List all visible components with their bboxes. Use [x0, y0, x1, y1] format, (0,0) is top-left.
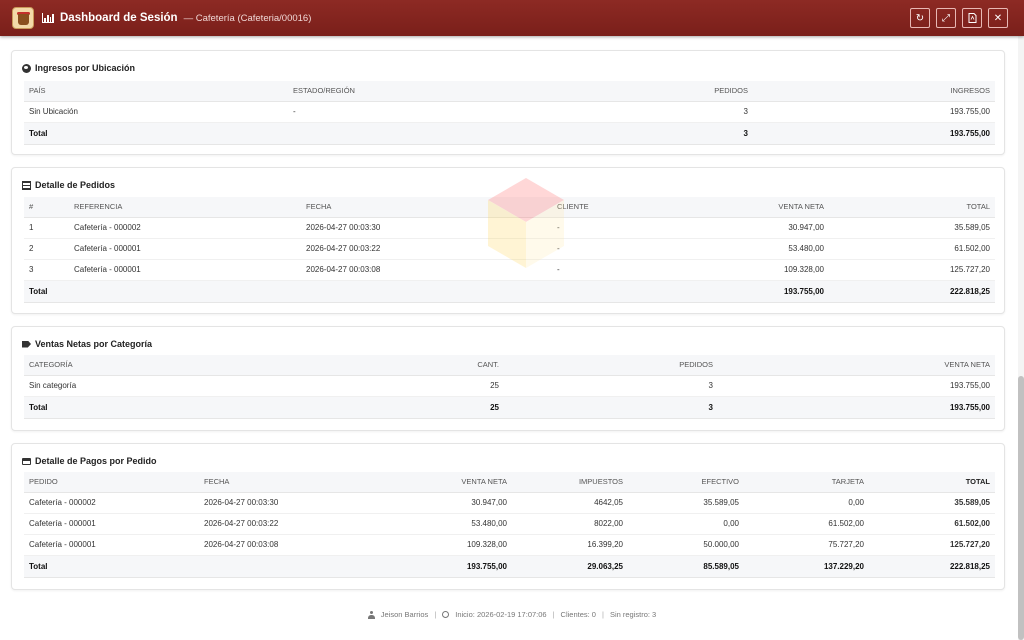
- dashboard-content[interactable]: Ingresos por Ubicación País Estado/Regió…: [0, 36, 1024, 640]
- col-total: Total: [869, 472, 995, 493]
- list-icon: [22, 180, 31, 190]
- vertical-scrollbar[interactable]: [1018, 36, 1024, 640]
- ingresos-card: Ingresos por Ubicación País Estado/Regió…: [11, 50, 1005, 155]
- categorias-table: Categoría Cant. Pedidos Venta Neta Sin c…: [24, 355, 995, 419]
- categorias-card: Ventas Netas por Categoría Categoría Can…: [11, 326, 1005, 431]
- app-logo-icon: [12, 7, 34, 29]
- col-num: #: [24, 197, 69, 218]
- table-row: 2 Cafetería - 000001 2026-04-27 00:03:22…: [24, 238, 995, 260]
- table-row: 1 Cafetería - 000002 2026-04-27 00:03:30…: [24, 217, 995, 239]
- col-fecha: Fecha: [199, 472, 348, 493]
- col-fecha: Fecha: [301, 197, 552, 218]
- col-venta-neta: Venta Neta: [718, 355, 995, 376]
- col-efectivo: Efectivo: [628, 472, 744, 493]
- col-categoria: Categoría: [24, 355, 418, 376]
- col-tarjeta: Tarjeta: [744, 472, 869, 493]
- footer-sin-registro: Sin registro: 3: [609, 610, 657, 619]
- footer-inicio: Inicio: 2026-02-19 17:07:06: [455, 610, 547, 619]
- scrollbar-thumb[interactable]: [1018, 376, 1024, 640]
- expand-button[interactable]: ⤢: [936, 8, 956, 28]
- col-pedido: Pedido: [24, 472, 199, 493]
- title-bar: Dashboard de Sesión — Cafetería (Cafeter…: [0, 0, 1024, 36]
- total-row: Total 25 3 193.755,00: [24, 395, 995, 419]
- status-footer: Jeison Barrios | Inicio: 2026-02-19 17:0…: [0, 610, 1024, 619]
- table-row: Cafetería - 000001 2026-04-27 00:03:08 1…: [24, 534, 995, 556]
- ingresos-table: País Estado/Región Pedidos Ingresos Sin …: [24, 81, 995, 145]
- pagos-card: Detalle de Pagos por Pedido Pedido Fecha…: [11, 443, 1005, 590]
- col-estado: Estado/Región: [288, 81, 618, 102]
- col-venta-neta: Venta Neta: [348, 472, 512, 493]
- pagos-table: Pedido Fecha Venta Neta Impuestos Efecti…: [24, 472, 995, 578]
- credit-card-icon: [22, 457, 31, 465]
- col-ingresos: Ingresos: [753, 81, 995, 102]
- pagos-title: Detalle de Pagos por Pedido: [22, 456, 157, 466]
- refresh-button[interactable]: ↻: [910, 8, 930, 28]
- window-title: Dashboard de Sesión: [60, 12, 178, 24]
- footer-clientes: Clientes: 0: [560, 610, 596, 619]
- col-impuestos: Impuestos: [512, 472, 628, 493]
- close-button[interactable]: ✕: [988, 8, 1008, 28]
- close-icon: ✕: [993, 12, 1003, 24]
- clock-icon: [442, 611, 450, 618]
- user-icon: [367, 610, 375, 619]
- table-row: Cafetería - 000001 2026-04-27 00:03:22 5…: [24, 513, 995, 535]
- globe-icon: [22, 63, 31, 73]
- window-subtitle: — Cafetería (Cafeteria/00016): [183, 12, 312, 24]
- table-row: Sin categoría 25 3 193.755,00: [24, 375, 995, 397]
- refresh-icon: ↻: [915, 12, 925, 24]
- bar-chart-icon: [42, 13, 54, 23]
- col-venta-neta: Venta Neta: [693, 197, 829, 218]
- pdf-icon: [968, 13, 976, 23]
- col-cant: Cant.: [418, 355, 504, 376]
- categorias-title: Ventas Netas por Categoría: [22, 339, 152, 349]
- col-referencia: Referencia: [69, 197, 301, 218]
- pdf-button[interactable]: [962, 8, 982, 28]
- col-total: Total: [829, 197, 995, 218]
- tags-icon: [22, 340, 31, 348]
- total-row: Total 3 193.755,00: [24, 121, 995, 145]
- col-cliente: Cliente: [552, 197, 693, 218]
- pedidos-card: Detalle de Pedidos # Referencia Fecha Cl…: [11, 167, 1005, 314]
- expand-icon: ⤢: [942, 12, 950, 24]
- footer-user: Jeison Barrios: [380, 610, 429, 619]
- col-pais: País: [24, 81, 288, 102]
- col-pedidos: Pedidos: [504, 355, 718, 376]
- pedidos-table: # Referencia Fecha Cliente Venta Neta To…: [24, 197, 995, 303]
- total-row: Total 193.755,00 29.063,25 85.589,05 137…: [24, 554, 995, 578]
- total-row: Total 193.755,00 222.818,25: [24, 279, 995, 303]
- table-row: Sin Ubicación - 3 193.755,00: [24, 101, 995, 123]
- col-pedidos: Pedidos: [618, 81, 753, 102]
- table-row: 3 Cafetería - 000001 2026-04-27 00:03:08…: [24, 259, 995, 281]
- pedidos-title: Detalle de Pedidos: [22, 180, 115, 190]
- table-row: Cafetería - 000002 2026-04-27 00:03:30 3…: [24, 492, 995, 514]
- ingresos-title: Ingresos por Ubicación: [22, 63, 135, 73]
